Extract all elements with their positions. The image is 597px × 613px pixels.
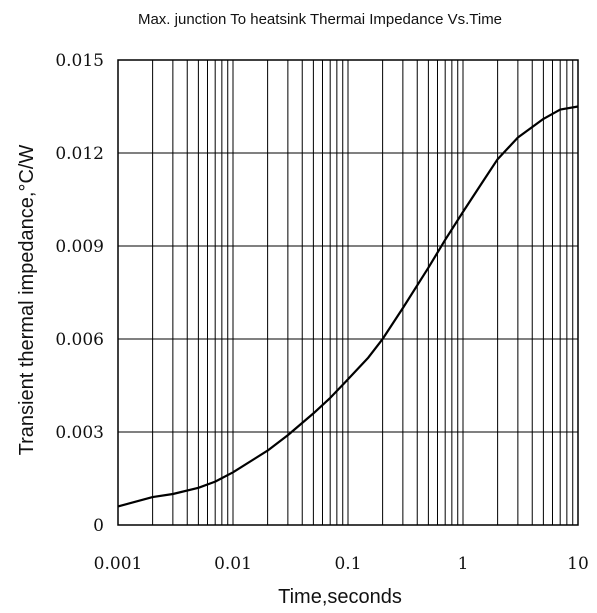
x-axis-label: Time,seconds (278, 586, 402, 608)
y-tick-label: 0.012 (55, 144, 104, 164)
x-tick-label: 0.001 (94, 554, 143, 574)
chart-title: Max. junction To heatsink Thermai Impeda… (138, 11, 502, 28)
y-tick-label: 0.015 (55, 51, 104, 71)
x-tick-label: 0.1 (334, 554, 361, 574)
y-tick-label: 0.003 (55, 423, 104, 443)
x-tick-label: 1 (458, 554, 469, 574)
x-tick-label: 0.01 (214, 554, 252, 574)
y-axis-label: Transient thermal impedance,°C/W (16, 145, 38, 456)
plot-frame (117, 59, 579, 526)
y-axis-ticks: 0 0.003 0.006 0.009 0.012 0.015 (55, 51, 104, 536)
y-tick-label: 0.009 (55, 237, 104, 257)
grid (118, 60, 578, 525)
x-tick-label: 10 (567, 554, 589, 574)
series-line (117, 105, 579, 508)
x-axis-ticks: 0.001 0.01 0.1 1 10 (94, 554, 589, 574)
y-tick-label: 0.006 (55, 330, 104, 350)
y-tick-label: 0 (93, 516, 104, 536)
